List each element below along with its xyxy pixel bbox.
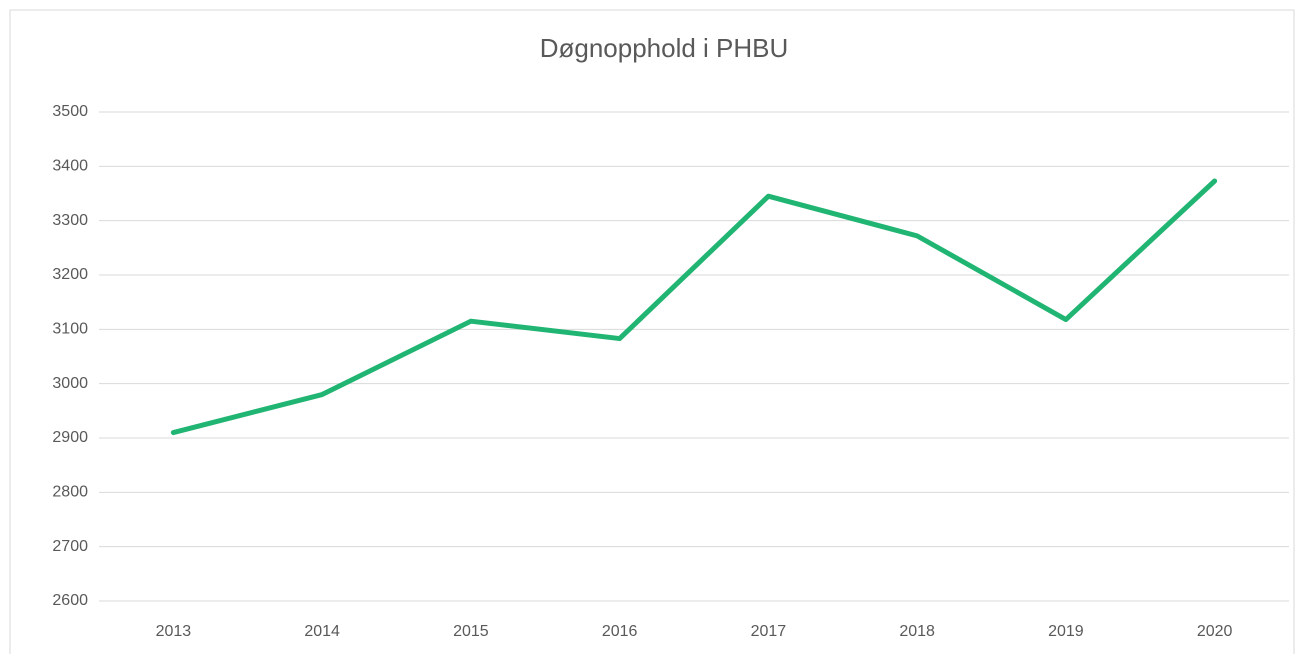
x-tick-label: 2017 — [751, 623, 787, 640]
y-tick-label: 3100 — [52, 321, 88, 338]
x-tick-label: 2020 — [1197, 623, 1233, 640]
chart-frame — [9, 9, 1295, 654]
y-tick-label: 3300 — [52, 212, 88, 229]
x-tick-label: 2014 — [304, 623, 340, 640]
y-tick-label: 3400 — [52, 158, 88, 175]
y-tick-label: 2800 — [52, 484, 88, 501]
y-tick-label: 2700 — [52, 538, 88, 555]
y-tick-label: 3200 — [52, 266, 88, 283]
chart-title: Døgnopphold i PHBU — [540, 33, 789, 63]
data-line — [170, 178, 1218, 436]
y-tick-label: 2600 — [52, 592, 88, 609]
x-tick-label: 2019 — [1048, 623, 1084, 640]
y-tick-label: 2900 — [52, 429, 88, 446]
x-tick-label: 2015 — [453, 623, 489, 640]
y-tick-label: 3000 — [52, 375, 88, 392]
x-tick-label: 2016 — [602, 623, 638, 640]
x-tick-label: 2018 — [899, 623, 935, 640]
x-tick-label: 2013 — [156, 623, 192, 640]
y-tick-label: 3500 — [52, 103, 88, 120]
